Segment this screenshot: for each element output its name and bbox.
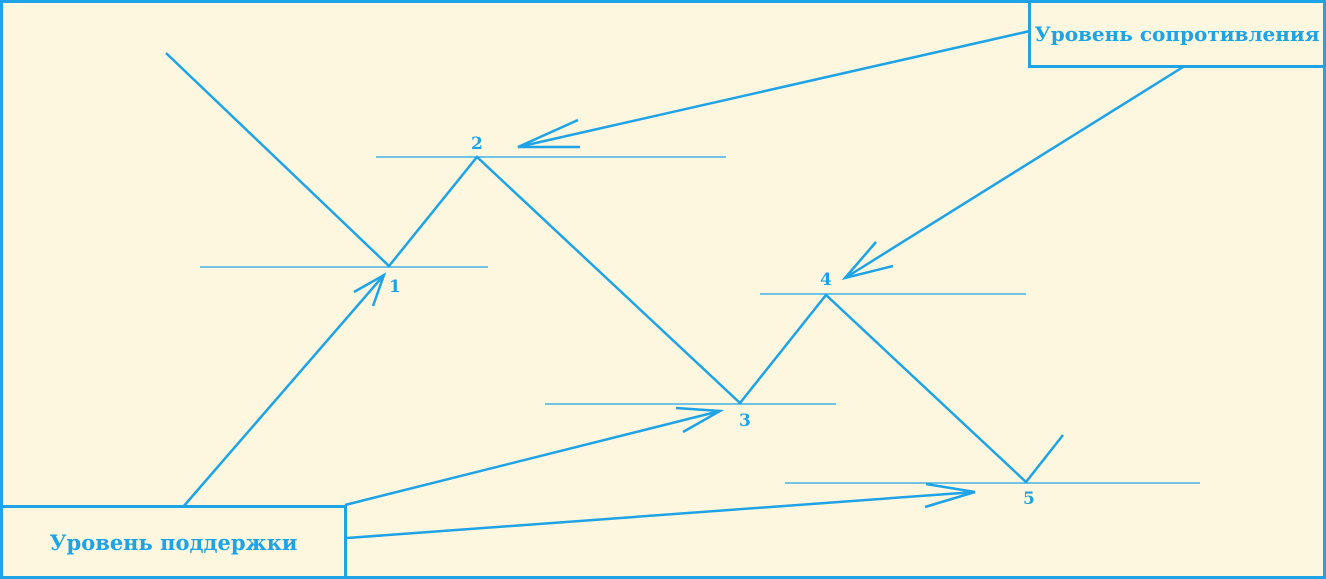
- support-arrow-to-1: [182, 272, 387, 508]
- point-label-1: 1: [389, 277, 401, 297]
- point-label-2: 2: [471, 134, 483, 154]
- resistance-level-text: Уровень сопротивления: [1034, 22, 1320, 46]
- point-label-4: 4: [820, 270, 832, 290]
- support-arrow-to-3: [344, 406, 725, 507]
- support-arrow-to-5: [346, 482, 976, 540]
- point-label-3: 3: [739, 411, 751, 431]
- resistance-arrow-to-4: [841, 65, 1184, 281]
- resistance-arrow-to-2: [517, 29, 1031, 149]
- support-level-label: Уровень поддержки: [0, 505, 347, 579]
- support-level-text: Уровень поддержки: [49, 529, 298, 555]
- resistance-level-label: Уровень сопротивления: [1028, 0, 1326, 68]
- price-line: [165, 52, 1064, 484]
- point-label-5: 5: [1023, 489, 1035, 509]
